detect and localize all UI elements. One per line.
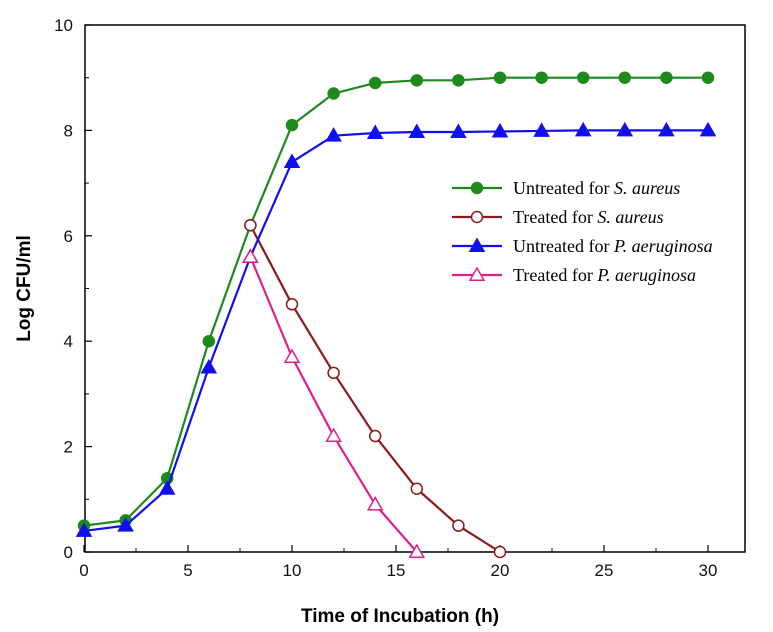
legend-label-prefix: Untreated for xyxy=(513,178,614,198)
data-point xyxy=(701,71,715,84)
legend-label-species: S. aureus xyxy=(614,178,680,198)
legend-label-prefix: Untreated for xyxy=(513,236,614,256)
x-tick-label: 10 xyxy=(283,561,302,580)
legend-label-prefix: Treated for xyxy=(513,265,597,285)
data-point xyxy=(325,427,342,443)
legend-label: Untreated for S. aureus xyxy=(513,178,680,198)
legend-label: Untreated for P. aeruginosa xyxy=(513,236,713,256)
data-point xyxy=(576,71,590,84)
legend-item-1: Untreated for S. aureus xyxy=(452,178,680,198)
data-point xyxy=(244,219,257,232)
legend-item-2: Treated for S. aureus xyxy=(452,207,664,227)
legend-label-species: P. aeruginosa xyxy=(596,265,696,285)
data-point xyxy=(533,122,550,137)
legend-label-species: P. aeruginosa xyxy=(613,236,713,256)
x-tick-label: 25 xyxy=(595,561,614,580)
x-tick-label: 0 xyxy=(79,561,88,580)
legend-swatch-marker xyxy=(470,210,484,224)
data-point xyxy=(283,348,301,364)
data-point xyxy=(699,121,717,137)
data-point xyxy=(283,153,301,169)
series-line xyxy=(249,256,418,553)
legend-label-prefix: Treated for xyxy=(513,207,597,227)
legend-swatch-marker xyxy=(470,181,484,195)
x-axis-label: Time of Incubation (h) xyxy=(301,606,499,627)
data-point xyxy=(366,496,384,511)
data-point xyxy=(200,359,218,374)
series-line xyxy=(83,76,708,527)
data-point xyxy=(325,127,342,142)
data-point xyxy=(327,87,340,100)
data-point xyxy=(618,71,632,84)
data-point xyxy=(368,76,382,90)
y-tick-label: 4 xyxy=(64,332,73,351)
y-axis-label: Log CFU/ml xyxy=(14,235,35,342)
data-point xyxy=(117,517,134,532)
data-point xyxy=(242,248,259,263)
y-tick-label: 10 xyxy=(54,16,73,35)
y-tick-label: 8 xyxy=(64,121,73,140)
data-point xyxy=(285,118,299,132)
y-tick-label: 0 xyxy=(64,543,73,562)
series-line xyxy=(83,129,708,533)
data-point xyxy=(452,519,465,532)
legend-swatch-marker xyxy=(468,237,486,252)
data-point xyxy=(574,121,592,137)
series-2 xyxy=(244,219,507,559)
data-point xyxy=(327,366,340,380)
data-point xyxy=(410,482,424,496)
legend-label: Treated for S. aureus xyxy=(513,207,664,227)
data-point xyxy=(452,74,465,87)
x-tick-label: 30 xyxy=(699,561,718,580)
ticks: 0 5 10 15 20 25 30 0 2 4 6 8 10 xyxy=(54,16,717,580)
data-point xyxy=(616,121,634,137)
series-3 xyxy=(75,121,717,537)
data-point xyxy=(408,543,426,558)
data-point xyxy=(75,522,93,537)
axes xyxy=(84,24,746,553)
y-tick-label: 2 xyxy=(64,438,73,457)
legend-swatch-marker xyxy=(468,266,486,281)
data-point xyxy=(408,123,426,138)
legend-item-3: Untreated for P. aeruginosa xyxy=(452,236,713,256)
data-point xyxy=(410,74,424,87)
legend-label: Treated for P. aeruginosa xyxy=(513,265,696,285)
data-point xyxy=(493,545,507,559)
data-point xyxy=(660,71,673,84)
legend-label-species: S. aureus xyxy=(597,207,663,227)
data-point xyxy=(366,124,384,140)
y-tick-label: 6 xyxy=(64,227,73,246)
x-tick-label: 15 xyxy=(387,561,406,580)
data-point xyxy=(491,122,509,138)
data-point xyxy=(535,71,548,84)
legend-item-4: Treated for P. aeruginosa xyxy=(452,265,696,285)
data-point xyxy=(368,429,382,443)
x-tick-label: 20 xyxy=(491,561,510,580)
data-point xyxy=(158,480,176,495)
plot-frame xyxy=(84,24,746,553)
series-4 xyxy=(242,248,426,558)
data-point xyxy=(450,123,467,138)
data-point xyxy=(202,334,216,348)
x-tick-label: 5 xyxy=(183,561,192,580)
series-layer xyxy=(75,71,717,559)
data-point xyxy=(285,298,299,311)
data-point xyxy=(493,71,507,84)
data-point xyxy=(658,121,675,137)
